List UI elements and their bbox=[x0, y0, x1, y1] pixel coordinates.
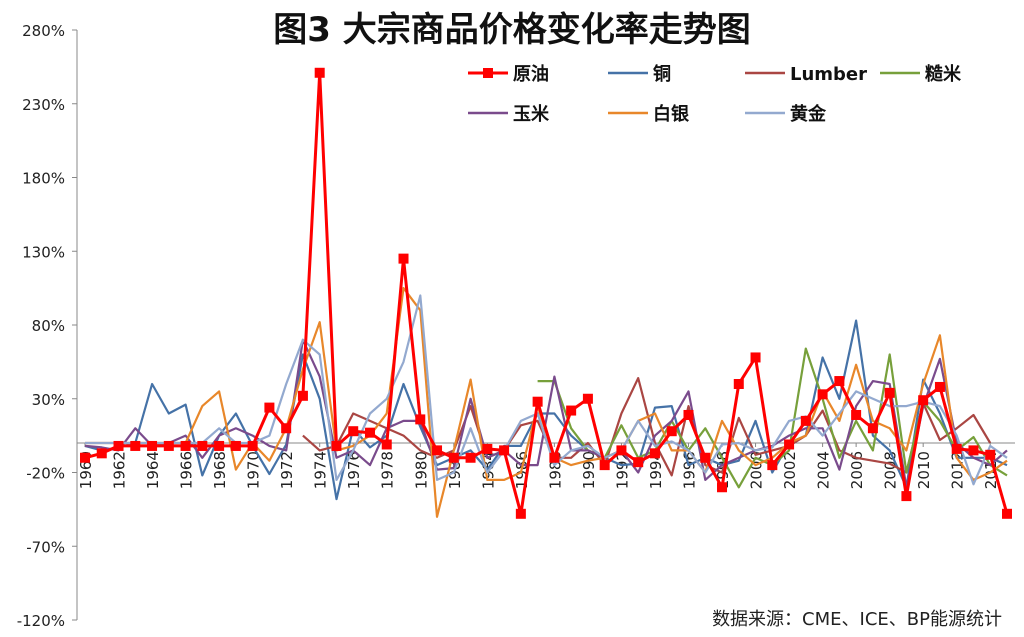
x-tick-label: 1990 bbox=[580, 451, 598, 489]
data-point-原油 bbox=[968, 445, 979, 456]
x-tick-label: 2010 bbox=[915, 451, 933, 489]
data-point-原油 bbox=[1002, 508, 1012, 519]
legend-label: 玉米 bbox=[513, 103, 550, 125]
data-point-原油 bbox=[834, 376, 845, 387]
x-tick-label: 1964 bbox=[144, 451, 162, 489]
data-point-原油 bbox=[415, 414, 426, 425]
legend-label: Lumber bbox=[790, 64, 867, 85]
data-point-原油 bbox=[784, 439, 795, 450]
y-tick-label: 280% bbox=[22, 22, 65, 40]
series-line-Lumber bbox=[302, 377, 992, 477]
legend-label: 白银 bbox=[653, 103, 690, 125]
data-point-原油 bbox=[398, 253, 409, 264]
y-tick-label: 30% bbox=[32, 391, 65, 409]
data-point-原油 bbox=[432, 445, 443, 456]
data-point-原油 bbox=[884, 387, 895, 398]
data-point-原油 bbox=[515, 508, 526, 519]
data-point-原油 bbox=[381, 439, 392, 450]
x-tick-label: 1974 bbox=[312, 451, 330, 489]
y-tick-label: 80% bbox=[32, 317, 65, 335]
y-tick-label: -70% bbox=[26, 538, 65, 556]
x-tick-label: 2008 bbox=[882, 451, 900, 489]
x-tick-label: 2006 bbox=[848, 451, 866, 489]
y-tick-label: 180% bbox=[22, 170, 65, 188]
data-point-原油 bbox=[851, 409, 862, 420]
legend-label: 黄金 bbox=[790, 103, 827, 125]
data-point-原油 bbox=[364, 427, 375, 438]
x-tick-label: 2012 bbox=[949, 451, 967, 489]
data-point-原油 bbox=[616, 445, 627, 456]
x-tick-label: 1994 bbox=[647, 451, 665, 489]
data-point-原油 bbox=[599, 460, 610, 471]
x-tick-label: 1992 bbox=[613, 451, 631, 489]
x-tick-label: 1980 bbox=[412, 451, 430, 489]
x-tick-label: 1996 bbox=[680, 451, 698, 489]
data-point-原油 bbox=[130, 440, 141, 451]
data-point-原油 bbox=[767, 460, 778, 471]
data-point-原油 bbox=[297, 390, 308, 401]
x-tick-label: 1976 bbox=[345, 451, 363, 489]
data-point-原油 bbox=[348, 426, 359, 437]
y-tick-label: -120% bbox=[17, 612, 65, 630]
data-point-原油 bbox=[247, 440, 258, 451]
data-point-原油 bbox=[264, 402, 275, 413]
data-point-原油 bbox=[985, 449, 996, 460]
data-point-原油 bbox=[549, 452, 560, 463]
x-tick-label: 2004 bbox=[815, 451, 833, 489]
x-tick-label: 1972 bbox=[278, 451, 296, 489]
x-tick-label: 1970 bbox=[245, 451, 263, 489]
data-point-原油 bbox=[448, 452, 459, 463]
x-tick-label: 1966 bbox=[178, 451, 196, 489]
y-tick-label: 230% bbox=[22, 96, 65, 114]
legend-label: 糙米 bbox=[925, 63, 962, 85]
x-tick-label: 1962 bbox=[111, 451, 129, 489]
legend-label: 铜 bbox=[653, 63, 671, 85]
data-point-原油 bbox=[163, 440, 174, 451]
data-point-原油 bbox=[951, 443, 962, 454]
x-tick-label: 2000 bbox=[748, 451, 766, 489]
data-point-原油 bbox=[800, 415, 811, 426]
data-point-原油 bbox=[214, 440, 225, 451]
data-point-原油 bbox=[918, 395, 929, 406]
data-point-原油 bbox=[80, 452, 90, 463]
data-point-原油 bbox=[700, 452, 711, 463]
data-point-原油 bbox=[901, 491, 912, 502]
data-point-原油 bbox=[314, 67, 325, 78]
legend-label: 原油 bbox=[513, 63, 549, 85]
data-point-原油 bbox=[147, 440, 158, 451]
data-point-原油 bbox=[532, 396, 543, 407]
data-point-原油 bbox=[499, 445, 510, 456]
data-point-原油 bbox=[934, 381, 945, 392]
series-line-铜 bbox=[84, 319, 1008, 501]
legend-marker bbox=[483, 68, 493, 78]
data-point-原油 bbox=[566, 405, 577, 416]
data-point-原油 bbox=[113, 440, 124, 451]
data-point-原油 bbox=[582, 393, 593, 404]
data-point-原油 bbox=[717, 482, 728, 493]
data-point-原油 bbox=[817, 389, 828, 400]
data-point-原油 bbox=[331, 440, 342, 451]
data-point-原油 bbox=[281, 423, 292, 434]
data-point-原油 bbox=[733, 379, 744, 389]
x-tick-label: 1978 bbox=[379, 451, 397, 489]
data-point-原油 bbox=[482, 443, 493, 454]
y-tick-label: 130% bbox=[22, 243, 65, 261]
y-tick-label: -20% bbox=[26, 465, 65, 483]
data-point-原油 bbox=[197, 440, 208, 451]
data-point-原油 bbox=[666, 426, 677, 437]
data-point-原油 bbox=[230, 440, 241, 451]
chart-title: 图3 大宗商品价格变化率走势图 bbox=[273, 10, 751, 50]
data-point-原油 bbox=[750, 352, 761, 363]
x-tick-label: 2002 bbox=[781, 451, 799, 489]
data-point-原油 bbox=[96, 448, 107, 459]
data-source-note: 数据来源：CME、ICE、BP能源统计 bbox=[712, 609, 1002, 630]
x-tick-label: 1968 bbox=[211, 451, 229, 489]
data-point-原油 bbox=[649, 448, 660, 459]
data-point-原油 bbox=[683, 409, 694, 420]
data-point-原油 bbox=[180, 440, 191, 451]
data-point-原油 bbox=[465, 452, 476, 463]
data-point-原油 bbox=[867, 423, 878, 434]
data-point-原油 bbox=[633, 457, 644, 468]
